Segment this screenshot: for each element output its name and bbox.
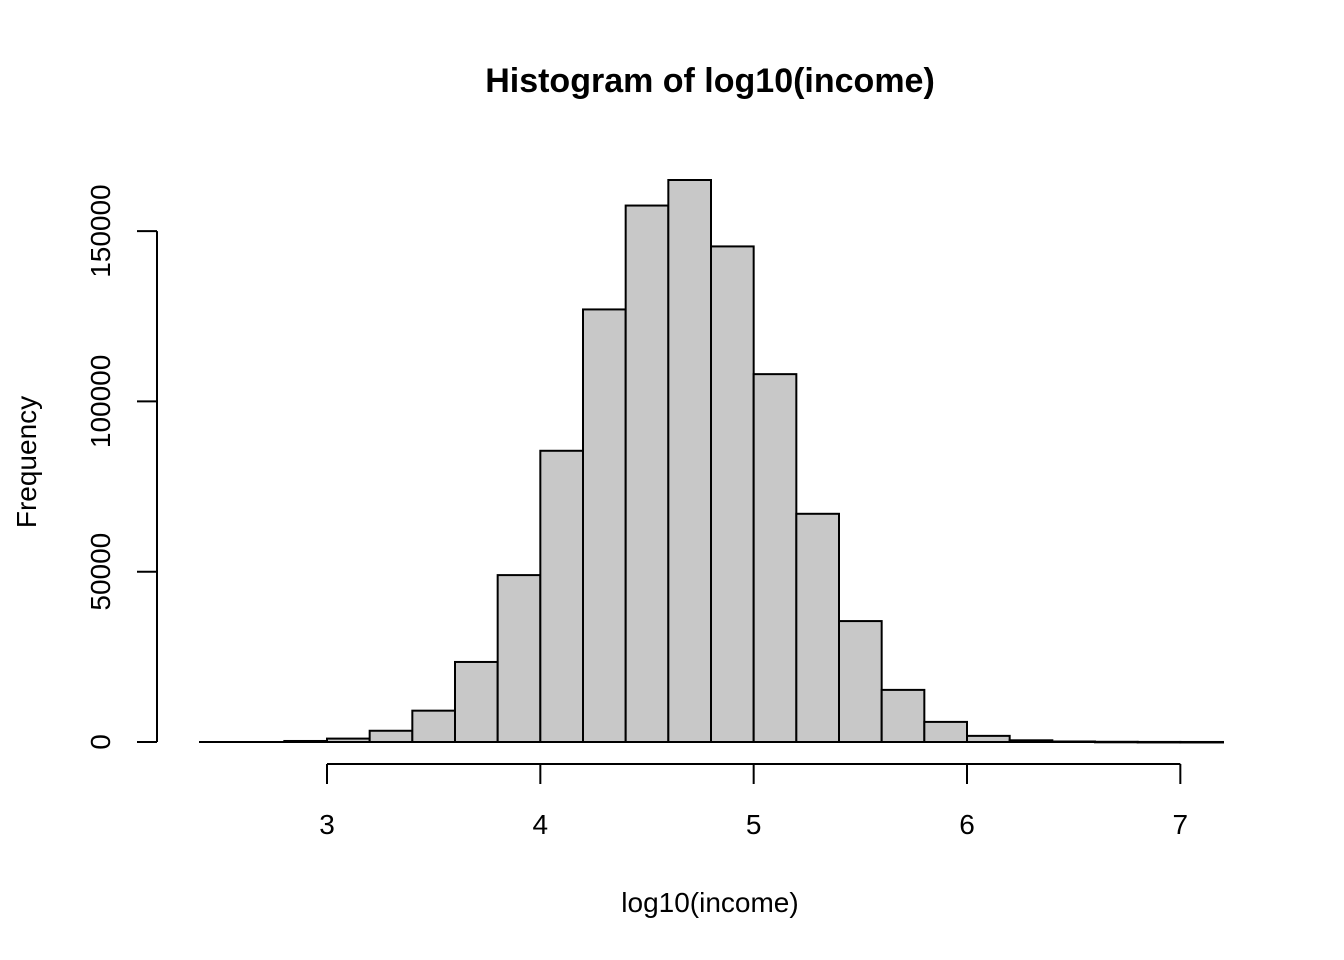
histogram-bar [624,204,670,743]
histogram-bar [667,179,712,743]
chart-title: Histogram of log10(income) [485,62,935,100]
histogram-bar [582,308,627,743]
histogram-bar [368,729,414,744]
x-axis: 3 4 5 6 7 [319,763,1189,840]
histogram-bar [923,720,968,743]
histogram-bar [752,373,798,743]
x-tick-label: 5 [746,809,762,840]
histogram-bar [539,449,584,743]
y-tick-label: 0 [85,734,116,750]
y-tick-label: 150000 [85,184,116,277]
histogram-bar [454,660,499,744]
x-tick-label: 6 [959,809,975,840]
y-axis-label: Frequency [11,396,42,528]
histogram-bar [496,574,542,743]
y-axis: 0 50000 100000 150000 [85,184,158,750]
histogram-bar [880,688,926,743]
x-tick-label: 3 [319,809,335,840]
histogram-bar [838,620,883,743]
histogram-bar [710,245,755,743]
y-tick-label: 100000 [85,355,116,448]
x-axis-label: log10(income) [621,887,798,918]
x-tick-label: 7 [1173,809,1189,840]
x-tick-label: 4 [533,809,549,840]
histogram-bars [199,179,1225,744]
histogram-bar [411,709,457,744]
histogram-bar [795,512,840,743]
y-tick-label: 50000 [85,533,116,611]
